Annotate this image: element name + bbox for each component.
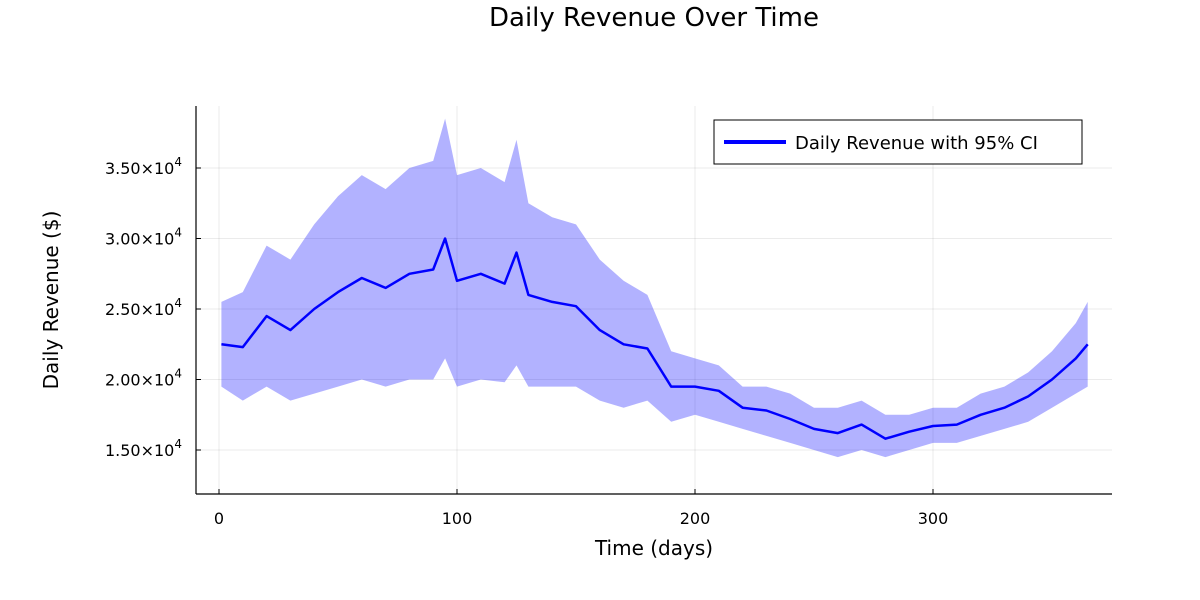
gridlines [196,106,1112,494]
x-tick-label: 0 [214,509,224,528]
y-tick-label: 1.50×104 [105,437,182,460]
y-tick-label: 3.50×104 [105,155,182,178]
y-axis-title: Daily Revenue ($) [39,211,63,390]
x-axis-title: Time (days) [594,536,713,560]
x-tick-label: 200 [680,509,711,528]
x-axis-ticks: 0 100 200 300 [214,489,948,528]
y-tick-label: 2.00×104 [105,367,182,390]
y-axis-ticks: 1.50×104 2.00×104 2.50×104 3.00×104 3.50×104 [105,155,201,460]
axes [195,106,1112,495]
x-tick-label: 100 [442,509,473,528]
x-tick-label: 300 [918,509,949,528]
chart-title: Daily Revenue Over Time [489,3,819,33]
series-line [221,237,1089,440]
legend-label: Daily Revenue with 95% CI [795,133,1038,154]
y-tick-label: 3.00×104 [105,226,182,249]
revenue-line [221,237,1089,440]
confidence-band [221,118,1088,458]
y-tick-label: 2.50×104 [105,296,182,319]
plot-area: 0 100 200 300 1.50×104 2.00×104 2.50×104 3.00×… [105,106,1112,528]
legend: Daily Revenue with 95% CI [713,119,1083,165]
ci-band-area [221,118,1088,458]
